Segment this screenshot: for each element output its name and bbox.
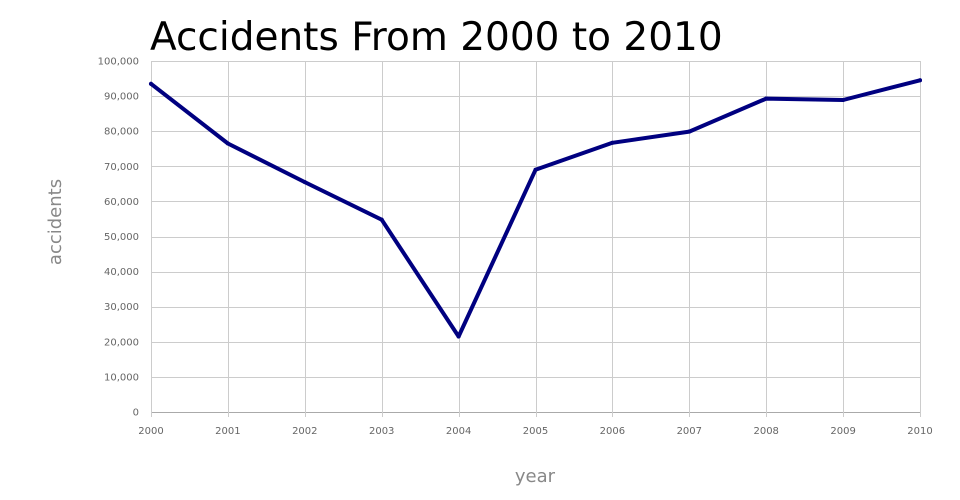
data-point bbox=[379, 217, 384, 222]
x-tick-label: 2001 bbox=[215, 426, 240, 437]
x-tick-label: 2008 bbox=[753, 426, 778, 437]
x-tick-label: 2000 bbox=[138, 426, 163, 437]
data-point bbox=[841, 97, 846, 102]
series-line bbox=[149, 78, 922, 339]
chart-title: Accidents From 2000 to 2010 bbox=[150, 15, 723, 60]
x-tick-labels: 2000 2001 2002 2003 2004 2005 2006 2007 2008 2009… bbox=[138, 426, 932, 437]
x-tick-label: 2004 bbox=[446, 426, 471, 437]
x-tick-label: 2002 bbox=[292, 426, 317, 437]
y-tick-label: 0 bbox=[133, 408, 139, 419]
data-point bbox=[764, 96, 769, 101]
x-tick-label: 2006 bbox=[600, 426, 625, 437]
data-point bbox=[456, 334, 461, 339]
data-point bbox=[225, 141, 230, 146]
data-point bbox=[149, 81, 153, 86]
x-tick-label: 2007 bbox=[677, 426, 702, 437]
y-tick-label: 60,000 bbox=[104, 197, 139, 208]
data-point bbox=[533, 167, 538, 172]
x-tick-label: 2010 bbox=[907, 426, 932, 437]
y-axis-title: accidents bbox=[45, 179, 66, 265]
y-tick-label: 50,000 bbox=[104, 232, 139, 243]
data-point bbox=[302, 180, 307, 185]
x-axis-title: year bbox=[515, 466, 556, 487]
data-point bbox=[918, 78, 922, 83]
grid bbox=[151, 61, 921, 417]
y-tick-label: 20,000 bbox=[104, 337, 139, 348]
x-tick-label: 2005 bbox=[523, 426, 548, 437]
y-tick-label: 80,000 bbox=[104, 127, 139, 138]
y-tick-label: 90,000 bbox=[104, 92, 139, 103]
y-tick-label: 100,000 bbox=[98, 57, 139, 68]
data-point bbox=[687, 129, 692, 134]
data-point bbox=[610, 140, 615, 145]
x-tick-label: 2003 bbox=[369, 426, 394, 437]
y-tick-label: 10,000 bbox=[104, 372, 139, 383]
series-layer bbox=[149, 78, 922, 339]
y-tick-label: 30,000 bbox=[104, 302, 139, 313]
y-tick-labels: 0 10,000 20,000 30,000 40,000 50,000 60,000 70,… bbox=[98, 57, 139, 419]
y-tick-label: 70,000 bbox=[104, 162, 139, 173]
x-tick-label: 2009 bbox=[830, 426, 855, 437]
y-tick-label: 40,000 bbox=[104, 267, 139, 278]
